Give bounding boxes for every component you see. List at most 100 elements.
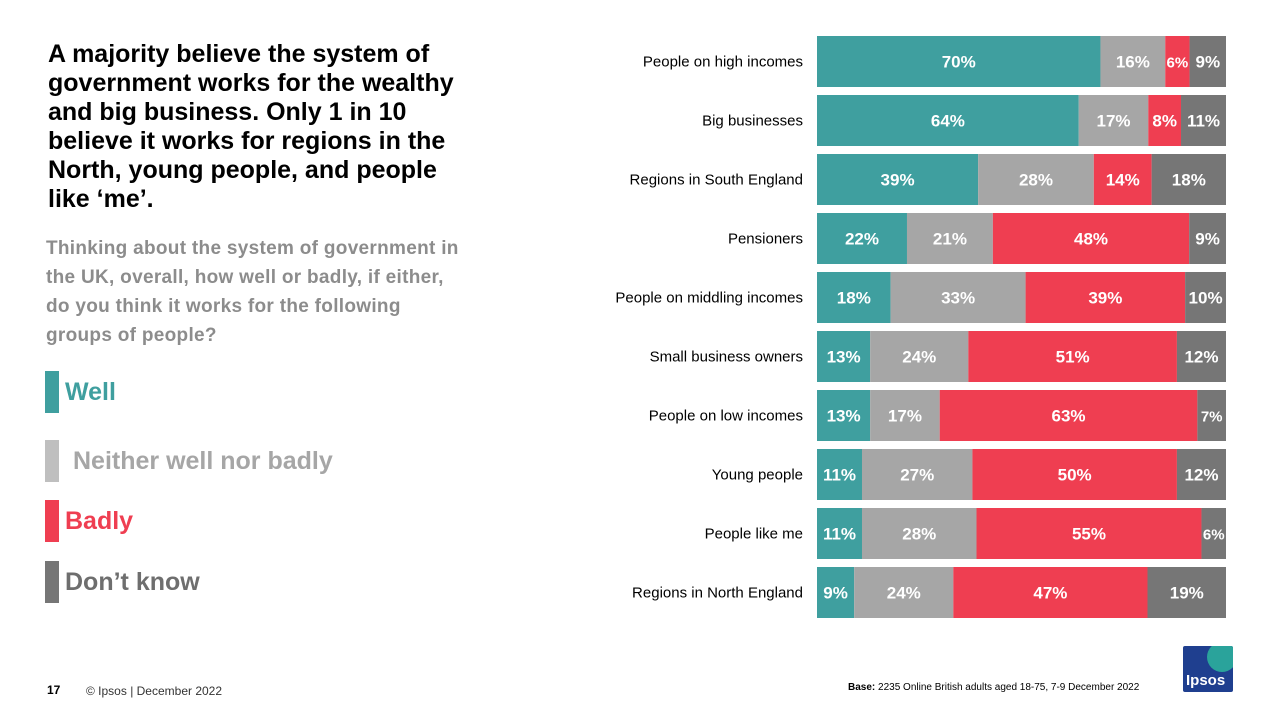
bar-neither-well-nor-badly-people-on-low-incomes	[870, 390, 940, 441]
category-label-small-business-owners: Small business owners	[650, 349, 803, 366]
legend-item-neither: Neither well nor badly	[45, 440, 333, 482]
data-label-neither-well-nor-badly-pensioners: 21%	[933, 230, 967, 249]
data-label-badly-people-on-middling-incomes: 39%	[1088, 289, 1122, 308]
bar-well-people-on-high-incomes	[817, 36, 1101, 87]
base-note: Base: 2235 Online British adults aged 18…	[848, 682, 1139, 693]
category-label-people-like-me: People like me	[705, 526, 803, 543]
data-label-don-t-know-pensioners: 9%	[1195, 230, 1220, 249]
data-label-don-t-know-regions-in-south-england: 18%	[1172, 171, 1206, 190]
bar-don-t-know-pensioners	[1189, 213, 1226, 264]
data-label-neither-well-nor-badly-people-like-me: 28%	[902, 525, 936, 544]
bar-well-big-businesses	[817, 95, 1079, 146]
bar-well-people-like-me	[817, 508, 862, 559]
legend-label-badly: Badly	[65, 506, 134, 535]
data-label-neither-well-nor-badly-regions-in-south-england: 28%	[1019, 171, 1053, 190]
category-label-big-businesses: Big businesses	[702, 113, 803, 130]
bar-badly-people-on-high-incomes	[1165, 36, 1190, 87]
data-label-well-people-like-me: 11%	[823, 525, 856, 544]
bar-neither-well-nor-badly-people-on-middling-incomes	[890, 272, 1026, 323]
category-label-people-on-low-incomes: People on low incomes	[649, 408, 803, 425]
data-label-neither-well-nor-badly-young-people: 27%	[900, 466, 934, 485]
data-label-don-t-know-small-business-owners: 12%	[1184, 348, 1218, 367]
bar-neither-well-nor-badly-people-on-high-incomes	[1100, 36, 1166, 87]
bar-badly-regions-in-south-england	[1093, 154, 1152, 205]
bar-neither-well-nor-badly-small-business-owners	[870, 331, 969, 382]
bar-badly-young-people	[972, 449, 1177, 500]
category-label-people-on-high-incomes: People on high incomes	[643, 54, 803, 71]
bar-neither-well-nor-badly-regions-in-south-england	[978, 154, 1094, 205]
data-label-don-t-know-people-on-high-incomes: 9%	[1195, 53, 1220, 72]
data-label-well-people-on-middling-incomes: 18%	[837, 289, 871, 308]
legend-label-neither: Neither well nor badly	[73, 446, 333, 475]
category-label-pensioners: Pensioners	[728, 231, 803, 248]
bar-don-t-know-young-people	[1176, 449, 1226, 500]
category-label-people-on-middling-incomes: People on middling incomes	[615, 290, 803, 307]
bar-badly-pensioners	[992, 213, 1190, 264]
category-label-regions-in-north-england: Regions in North England	[632, 585, 803, 602]
data-label-badly-big-businesses: 8%	[1152, 112, 1177, 131]
bar-neither-well-nor-badly-young-people	[861, 449, 973, 500]
data-label-don-t-know-young-people: 12%	[1184, 466, 1218, 485]
data-label-neither-well-nor-badly-big-businesses: 17%	[1097, 112, 1131, 131]
data-label-badly-young-people: 50%	[1058, 466, 1092, 485]
legend-item-dont-know: Don’t know	[45, 561, 200, 603]
data-label-badly-people-on-low-incomes: 63%	[1052, 407, 1086, 426]
bar-don-t-know-people-like-me	[1201, 508, 1226, 559]
bar-neither-well-nor-badly-big-businesses	[1078, 95, 1149, 146]
legend-label-dont-know: Don’t know	[65, 567, 200, 596]
data-label-well-regions-in-north-england: 9%	[823, 584, 848, 603]
data-label-well-people-on-low-incomes: 13%	[827, 407, 861, 426]
bar-well-regions-in-north-england	[817, 567, 855, 618]
data-label-badly-people-like-me: 55%	[1072, 525, 1106, 544]
data-label-badly-people-on-high-incomes: 6%	[1167, 55, 1189, 72]
bar-don-t-know-people-on-middling-incomes	[1185, 272, 1226, 323]
data-label-don-t-know-people-on-low-incomes: 7%	[1201, 409, 1223, 426]
bar-badly-big-businesses	[1148, 95, 1182, 146]
logo-mark	[1207, 646, 1233, 672]
data-label-badly-small-business-owners: 51%	[1056, 348, 1090, 367]
headline: A majority believe the system of governm…	[48, 40, 454, 213]
bar-badly-people-on-low-incomes	[939, 390, 1198, 441]
data-label-well-young-people: 11%	[823, 466, 856, 485]
copyright: © Ipsos | December 2022	[86, 684, 223, 698]
bar-badly-small-business-owners	[968, 331, 1177, 382]
base-label: Base:	[848, 682, 876, 693]
survey-question: Thinking about the system of government …	[46, 238, 459, 346]
bar-badly-people-like-me	[976, 508, 1202, 559]
legend-swatch-dont-know	[45, 561, 59, 603]
data-label-well-big-businesses: 64%	[931, 112, 965, 131]
bar-don-t-know-small-business-owners	[1176, 331, 1226, 382]
data-label-well-small-business-owners: 13%	[827, 348, 861, 367]
bar-badly-people-on-middling-incomes	[1025, 272, 1186, 323]
bar-neither-well-nor-badly-pensioners	[906, 213, 993, 264]
bar-don-t-know-regions-in-north-england	[1147, 567, 1226, 618]
data-label-neither-well-nor-badly-small-business-owners: 24%	[902, 348, 936, 367]
data-label-don-t-know-people-like-me: 6%	[1203, 527, 1225, 544]
bar-neither-well-nor-badly-regions-in-north-england	[854, 567, 954, 618]
data-label-well-pensioners: 22%	[845, 230, 879, 249]
bar-neither-well-nor-badly-people-like-me	[861, 508, 977, 559]
bar-well-regions-in-south-england	[817, 154, 979, 205]
data-label-badly-regions-in-south-england: 14%	[1106, 171, 1140, 190]
data-label-well-regions-in-south-england: 39%	[881, 171, 915, 190]
data-label-badly-pensioners: 48%	[1074, 230, 1108, 249]
legend-item-badly: Badly	[45, 500, 133, 542]
ipsos-logo: Ipsos	[1183, 646, 1233, 692]
bar-don-t-know-people-on-low-incomes	[1197, 390, 1226, 441]
category-label-regions-in-south-england: Regions in South England	[630, 172, 803, 189]
bar-well-people-on-low-incomes	[817, 390, 871, 441]
legend-swatch-badly	[45, 500, 59, 542]
legend-item-well: Well	[45, 371, 116, 413]
data-label-don-t-know-big-businesses: 11%	[1187, 112, 1220, 131]
bar-don-t-know-people-on-high-incomes	[1189, 36, 1226, 87]
category-label-young-people: Young people	[712, 467, 803, 484]
legend-swatch-well	[45, 371, 59, 413]
logo-text: Ipsos	[1186, 672, 1226, 689]
data-label-don-t-know-people-on-middling-incomes: 10%	[1189, 289, 1223, 308]
data-label-neither-well-nor-badly-people-on-middling-incomes: 33%	[941, 289, 975, 308]
data-label-well-people-on-high-incomes: 70%	[942, 53, 976, 72]
data-label-neither-well-nor-badly-people-on-low-incomes: 17%	[888, 407, 922, 426]
bar-well-people-on-middling-incomes	[817, 272, 891, 323]
legend-swatch-neither	[45, 440, 59, 482]
data-label-badly-regions-in-north-england: 47%	[1033, 584, 1067, 603]
